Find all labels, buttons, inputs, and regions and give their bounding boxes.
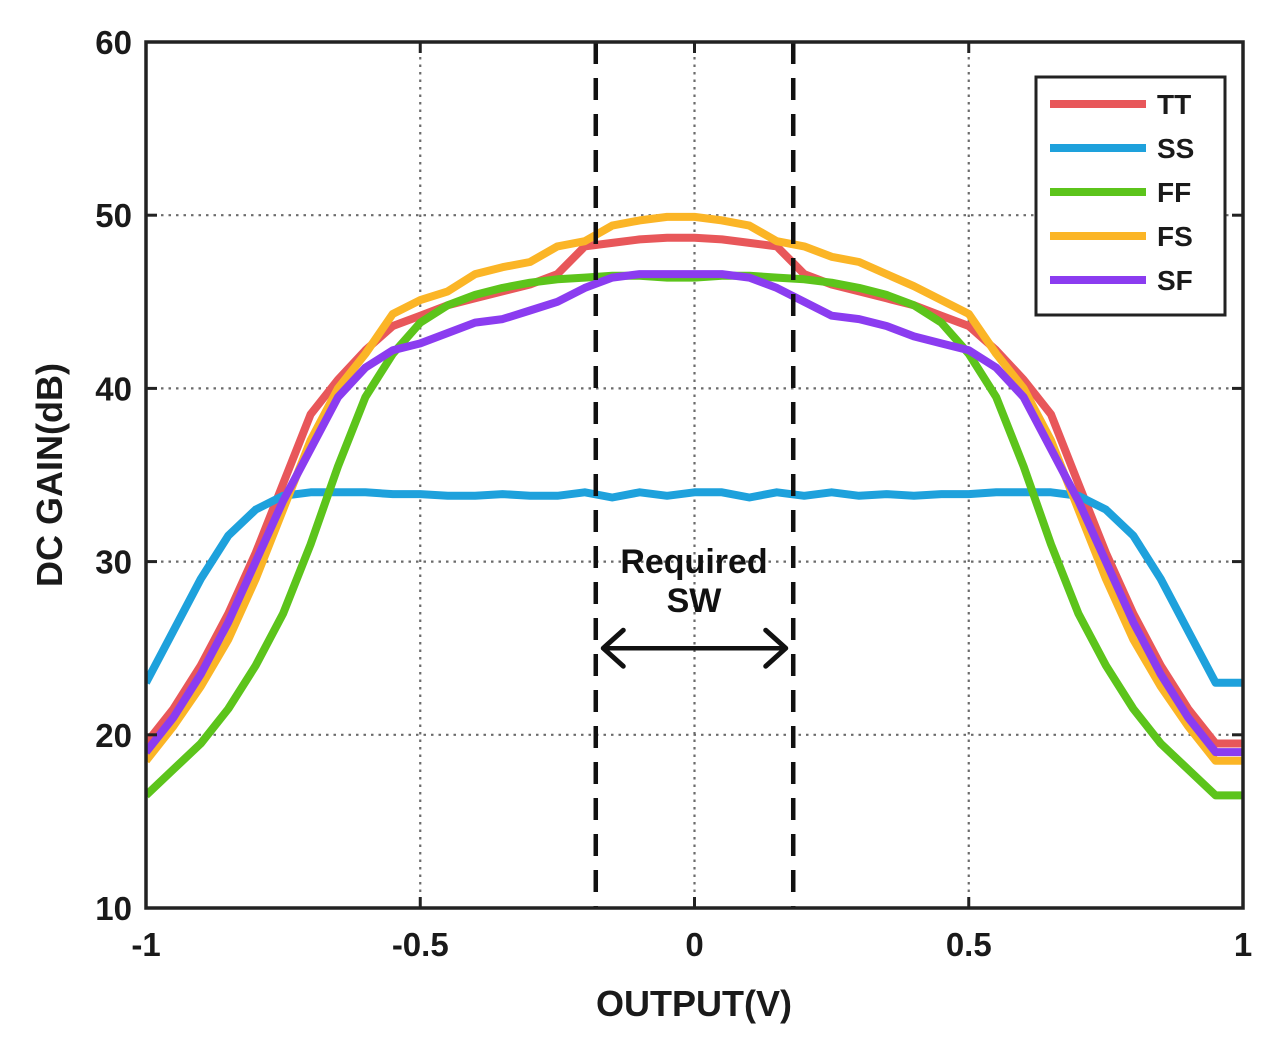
annotation-required: Required (620, 543, 767, 581)
x-axis-title: OUTPUT(V) (596, 983, 792, 1024)
legend: TT SS FF FS SF (1034, 75, 1227, 317)
annotation-layer (593, 42, 796, 908)
x-tick-label: 1 (1234, 926, 1252, 963)
x-tick-label: 0 (685, 926, 703, 963)
legend-label-ss: SS (1157, 133, 1194, 164)
legend-label-ff: FF (1157, 177, 1191, 208)
y-tick-label: 40 (95, 370, 132, 407)
legend-label-fs: FS (1157, 221, 1193, 252)
legend-label-sf: SF (1157, 265, 1193, 296)
tick-labels: -1 -0.5 0 0.5 1 10 20 30 40 50 60 (95, 24, 1252, 963)
x-tick-label: -1 (131, 926, 160, 963)
annotation-sw: SW (667, 582, 723, 620)
arrow-head-right (763, 627, 789, 669)
y-axis-title: DC GAIN(dB) (29, 363, 70, 587)
x-tick-label: 0.5 (946, 926, 992, 963)
legend-label-tt: TT (1157, 89, 1191, 120)
x-tick-label: -0.5 (392, 926, 449, 963)
axis-ticks (144, 40, 1245, 910)
y-tick-label: 60 (95, 24, 132, 61)
arrow-head-left (600, 627, 626, 669)
series-line-sf (146, 270, 1243, 757)
y-tick-label: 50 (95, 197, 132, 234)
y-tick-label: 30 (95, 544, 132, 581)
series-layer (146, 212, 1243, 800)
series-line-tt (146, 233, 1243, 748)
y-tick-label: 10 (95, 890, 132, 927)
y-tick-label: 20 (95, 717, 132, 754)
